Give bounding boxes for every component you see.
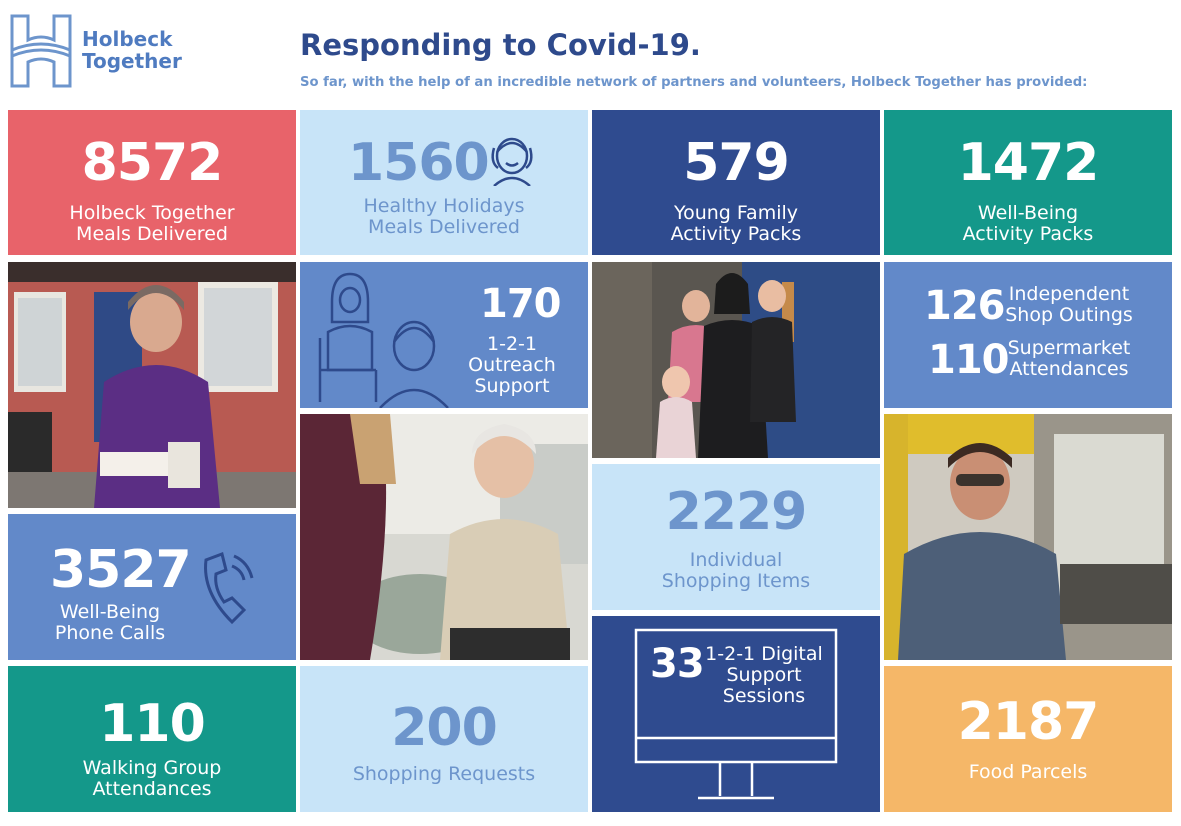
holiday-meals-label-1: Healthy Holidays	[363, 195, 525, 217]
family-photo	[592, 262, 880, 458]
digital-tile: 33 1-2-1 Digital Support Sessions	[592, 616, 880, 812]
shopping-requests-label: Shopping Requests	[352, 763, 536, 785]
outreach-value: 170	[480, 281, 561, 327]
food-parcels-value: 2187	[957, 692, 1100, 752]
shopping-items-value: 2229	[665, 482, 808, 542]
holbeck-h-logo-icon	[10, 14, 72, 88]
family-packs-label-1: Young Family	[673, 202, 799, 224]
shop-outings-tile: 126 Independent Shop Outings 110 Superma…	[884, 262, 1172, 408]
page-title: Responding to Covid-19.	[300, 28, 701, 62]
holiday-meals-value: 1560	[348, 133, 490, 193]
logo: Holbeck Together	[8, 12, 188, 92]
meals-label-2: Meals Delivered	[76, 223, 228, 245]
shopping-requests-tile: 200 Shopping Requests	[300, 666, 588, 812]
driver-photo	[884, 414, 1172, 660]
holiday-meals-tile: 1560 Healthy Holidays Meals Delivered	[300, 110, 588, 255]
walking-value: 110	[99, 694, 206, 754]
digital-label-1: 1-2-1 Digital	[705, 643, 823, 665]
digital-label-2: Support	[726, 664, 802, 686]
phone-icon	[204, 552, 254, 625]
meals-label-1: Holbeck Together	[69, 202, 235, 224]
phone-calls-value: 3527	[50, 540, 192, 600]
brand-line1: Holbeck	[82, 27, 173, 51]
wellbeing-packs-label-1: Well-Being	[977, 202, 1079, 224]
meals-value: 8572	[81, 133, 224, 193]
supermarket-label-2: Attendances	[1009, 358, 1129, 380]
supermarket-label-1: Supermarket	[1007, 337, 1131, 359]
wellbeing-packs-value: 1472	[957, 133, 1100, 193]
family-packs-tile: 579 Young Family Activity Packs	[592, 110, 880, 255]
outreach-tile: 170 1-2-1 Outreach Support	[300, 262, 588, 408]
walking-label-1: Walking Group	[82, 757, 222, 779]
wellbeing-packs-label-2: Activity Packs	[962, 223, 1094, 245]
shopping-items-label-2: Shopping Items	[661, 570, 811, 592]
phone-calls-tile: 3527 Well-Being Phone Calls	[8, 514, 296, 660]
meals-tile: 8572 Holbeck Together Meals Delivered	[8, 110, 296, 255]
walking-label-2: Attendances	[92, 778, 212, 800]
outreach-label-2: Outreach	[468, 354, 556, 376]
supermarket-value: 110	[928, 337, 1009, 383]
digital-value: 33	[650, 641, 705, 687]
digital-label-3: Sessions	[722, 685, 806, 707]
food-parcels-tile: 2187 Food Parcels	[884, 666, 1172, 812]
shopping-items-label-1: Individual	[689, 549, 783, 571]
shop-outings-label-1: Independent	[1008, 283, 1130, 305]
brand-line2: Together	[82, 49, 182, 73]
holiday-meals-label-2: Meals Delivered	[368, 216, 520, 238]
conversation-photo	[300, 414, 588, 660]
shopping-items-tile: 2229 Individual Shopping Items	[592, 464, 880, 610]
walking-tile: 110 Walking Group Attendances	[8, 666, 296, 812]
shop-outings-value: 126	[924, 283, 1005, 329]
phone-calls-label-1: Well-Being	[59, 601, 161, 623]
volunteer-photo	[8, 262, 296, 508]
outreach-people-icon	[318, 272, 449, 408]
food-parcels-label: Food Parcels	[968, 761, 1088, 783]
outreach-label-3: Support	[474, 375, 550, 397]
shopping-requests-value: 200	[391, 698, 498, 758]
phone-calls-label-2: Phone Calls	[54, 622, 166, 644]
page-subtitle: So far, with the help of an incredible n…	[300, 75, 1088, 90]
girl-face-icon	[491, 137, 533, 186]
wellbeing-packs-tile: 1472 Well-Being Activity Packs	[884, 110, 1172, 255]
shop-outings-label-2: Shop Outings	[1005, 304, 1133, 326]
outreach-label-1: 1-2-1	[487, 333, 537, 355]
monitor-icon	[634, 628, 838, 800]
family-packs-value: 579	[683, 133, 790, 193]
family-packs-label-2: Activity Packs	[670, 223, 802, 245]
